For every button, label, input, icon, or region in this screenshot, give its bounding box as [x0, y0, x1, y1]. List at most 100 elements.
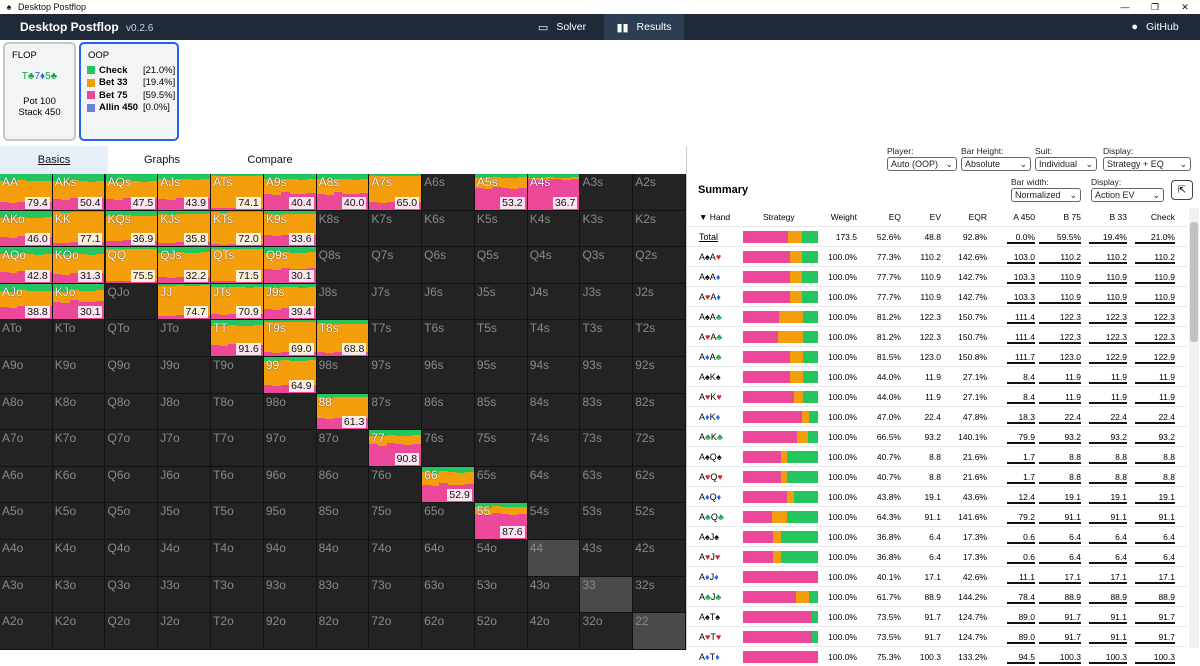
hand-cell-J9o[interactable]: J9o — [158, 357, 211, 394]
hand-cell-43s[interactable]: 43s — [580, 540, 634, 577]
hand-cell-J6o[interactable]: J6o — [158, 466, 211, 504]
summary-row[interactable]: A♠Q♠ 100.0% 40.7% 8.8 21.6% 1.7 8.8 8.8 8.8 — [687, 446, 1187, 466]
hand-cell-A6s[interactable]: A6s — [422, 174, 475, 211]
hand-cell-KJo[interactable]: 30.1 KJo — [52, 283, 106, 321]
flop-card[interactable]: FLOP T♣7♦5♣ Pot 100 Stack 450 — [3, 42, 76, 141]
hand-cell-52s[interactable]: 52s — [633, 503, 686, 540]
hand-cell-43o[interactable]: 43o — [527, 576, 581, 614]
hand-cell-A3o[interactable]: A3o — [0, 576, 53, 614]
action-check[interactable]: Check [21.0%] — [87, 64, 177, 77]
hand-cell-76o[interactable]: 76o — [369, 466, 423, 504]
hand-cell-Q8o[interactable]: Q8o — [105, 393, 159, 431]
hand-cell-T8s[interactable]: 68.8 T8s — [316, 320, 370, 357]
hand-cell-Q4s[interactable]: Q4s — [527, 247, 581, 284]
summary-row[interactable]: A♦T♦ 100.0% 75.3% 100.3 133.2% 94.5 100.3 100.3… — [687, 646, 1187, 666]
hand-cell-J5o[interactable]: J5o — [158, 503, 211, 540]
summary-row[interactable]: A♦K♦ 100.0% 47.0% 22.4 47.8% 18.3 22.4 22.4 22.4 — [687, 406, 1187, 426]
summary-row[interactable]: A♥K♥ 100.0% 44.0% 11.9 27.1% 8.4 11.9 11.9 11.9 — [687, 386, 1187, 406]
hand-cell-A9o[interactable]: A9o — [0, 357, 53, 394]
summary-row[interactable]: A♠K♠ 100.0% 44.0% 11.9 27.1% 8.4 11.9 11.9 11.9 — [687, 366, 1187, 386]
player-select[interactable]: Auto (OOP) ⌄ — [887, 157, 957, 171]
hand-cell-52o[interactable]: 52o — [474, 613, 528, 650]
hand-cell-A2s[interactable]: A2s — [633, 174, 686, 211]
hand-cell-T5o[interactable]: T5o — [211, 503, 264, 540]
tab-compare[interactable]: Compare — [247, 154, 293, 166]
hand-cell-A2o[interactable]: A2o — [0, 613, 53, 650]
display2-select[interactable]: Action EV ⌄ — [1091, 188, 1164, 202]
restore-icon[interactable]: ❐ — [1150, 1, 1160, 12]
hand-cell-QTs[interactable]: 71.5 QTs — [211, 247, 264, 284]
hand-cell-KK[interactable]: 77.1 KK — [52, 210, 106, 248]
hand-cell-AA[interactable]: 79.4 AA — [0, 174, 53, 211]
hand-cell-AKo[interactable]: 46.0 AKo — [0, 210, 53, 248]
hand-cell-K7o[interactable]: K7o — [52, 430, 106, 467]
hand-cell-J5s[interactable]: J5s — [474, 283, 528, 321]
tab-basics[interactable]: Basics — [0, 146, 108, 174]
hand-cell-K6o[interactable]: K6o — [52, 466, 106, 504]
hand-cell-A5s[interactable]: 53.2 A5s — [474, 174, 528, 211]
summary-row[interactable]: A♦J♦ 100.0% 40.1% 17.1 42.6% 11.1 17.1 17.1 17.1 — [687, 566, 1187, 586]
summary-row[interactable]: A♦Q♦ 100.0% 43.8% 19.1 43.6% 12.4 19.1 19.1 19.1 — [687, 486, 1187, 506]
hand-cell-J7s[interactable]: J7s — [369, 283, 423, 321]
hand-cell-AQs[interactable]: 47.5 AQs — [105, 174, 159, 211]
hand-cell-93o[interactable]: 93o — [263, 576, 317, 614]
hand-cell-AKs[interactable]: 50.4 AKs — [52, 174, 106, 211]
hand-cell-QJo[interactable]: QJo — [105, 283, 159, 321]
hand-cell-J8s[interactable]: J8s — [316, 283, 370, 321]
hand-cell-T2s[interactable]: T2s — [633, 320, 686, 357]
display-select[interactable]: Strategy + EQ ⌄ — [1103, 157, 1191, 171]
hand-cell-A4o[interactable]: A4o — [0, 540, 53, 577]
hand-cell-32o[interactable]: 32o — [580, 613, 634, 650]
hand-cell-AJs[interactable]: 43.9 AJs — [158, 174, 211, 211]
hand-cell-22[interactable]: 22 — [633, 613, 686, 650]
hand-cell-A9s[interactable]: 40.4 A9s — [263, 174, 317, 211]
hand-cell-53s[interactable]: 53s — [580, 503, 634, 540]
hand-cell-T7o[interactable]: T7o — [211, 430, 264, 467]
hand-cell-ATo[interactable]: ATo — [0, 320, 53, 357]
hand-cell-53o[interactable]: 53o — [474, 576, 528, 614]
hand-cell-QTo[interactable]: QTo — [105, 320, 159, 357]
hand-cell-98s[interactable]: 98s — [316, 357, 370, 394]
hand-cell-55[interactable]: 87.6 55 — [474, 503, 528, 540]
hand-cell-Q5o[interactable]: Q5o — [105, 503, 159, 540]
hand-cell-62s[interactable]: 62s — [633, 466, 686, 504]
hand-cell-T8o[interactable]: T8o — [211, 393, 264, 431]
summary-row[interactable]: A♠A♥ 100.0% 77.3% 110.2 142.6% 103.0 110.2 110.… — [687, 246, 1187, 266]
hand-cell-42o[interactable]: 42o — [527, 613, 581, 650]
hand-cell-86o[interactable]: 86o — [316, 466, 370, 504]
hand-cell-97o[interactable]: 97o — [263, 430, 317, 467]
hand-cell-J7o[interactable]: J7o — [158, 430, 211, 467]
hand-cell-T6s[interactable]: T6s — [422, 320, 475, 357]
summary-row[interactable]: A♣J♣ 100.0% 61.7% 88.9 144.2% 78.4 88.9 88.9 88.… — [687, 586, 1187, 606]
hand-cell-K2o[interactable]: K2o — [52, 613, 106, 650]
summary-row[interactable]: A♠J♠ 100.0% 36.8% 6.4 17.3% 0.6 6.4 6.4 6.4 — [687, 526, 1187, 546]
tab-graphs[interactable]: Graphs — [143, 154, 181, 166]
summary-row[interactable]: A♥T♥ 100.0% 73.5% 91.7 124.7% 89.0 91.7 91.1 91.… — [687, 626, 1187, 646]
hand-cell-85s[interactable]: 85s — [474, 393, 528, 431]
close-icon[interactable]: ✕ — [1181, 1, 1189, 12]
summary-header-0[interactable]: ▼ Hand — [699, 212, 731, 222]
hand-cell-K3o[interactable]: K3o — [52, 576, 106, 614]
hand-cell-84s[interactable]: 84s — [527, 393, 581, 431]
hand-cell-64o[interactable]: 64o — [422, 540, 475, 577]
hand-cell-74s[interactable]: 74s — [527, 430, 581, 467]
hand-cell-T9s[interactable]: 69.0 T9s — [263, 320, 317, 357]
hand-cell-42s[interactable]: 42s — [633, 540, 686, 577]
scrollbar-thumb[interactable] — [1190, 222, 1198, 342]
hand-cell-96o[interactable]: 96o — [263, 466, 317, 504]
bar-width-select[interactable]: Normalized ⌄ — [1011, 188, 1081, 202]
hand-cell-64s[interactable]: 64s — [527, 466, 581, 504]
hand-cell-ATs[interactable]: 74.1 ATs — [211, 174, 264, 211]
hand-cell-JTs[interactable]: 70.9 JTs — [211, 283, 264, 321]
hand-cell-K4s[interactable]: K4s — [527, 210, 581, 248]
hand-cell-96s[interactable]: 96s — [422, 357, 475, 394]
hand-cell-K2s[interactable]: K2s — [633, 210, 686, 248]
hand-cell-63s[interactable]: 63s — [580, 466, 634, 504]
hand-cell-44[interactable]: 44 — [527, 540, 581, 577]
hand-cell-T3o[interactable]: T3o — [211, 576, 264, 614]
hand-cell-92o[interactable]: 92o — [263, 613, 317, 650]
hand-cell-65s[interactable]: 65s — [474, 466, 528, 504]
hand-cell-Q9s[interactable]: 30.1 Q9s — [263, 247, 317, 284]
hand-cell-J9s[interactable]: 39.4 J9s — [263, 283, 317, 321]
hand-cell-QJs[interactable]: 32.2 QJs — [158, 247, 211, 284]
